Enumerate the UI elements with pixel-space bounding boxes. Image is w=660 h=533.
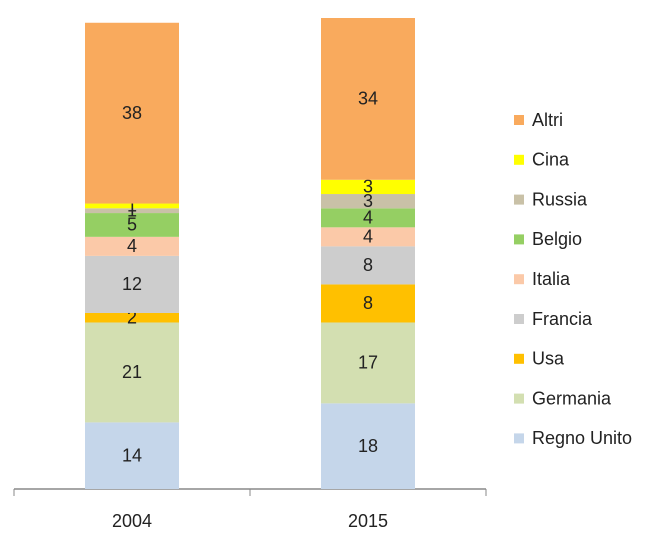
legend-label: Italia <box>532 269 571 289</box>
data-label: 17 <box>358 353 378 373</box>
legend-swatch <box>514 194 524 205</box>
legend-swatch <box>514 433 524 444</box>
data-label: 14 <box>122 445 142 465</box>
bar-segment <box>321 403 415 489</box>
legend-swatch <box>514 274 524 285</box>
data-label: 2 <box>127 307 137 327</box>
bar-segment <box>85 312 179 323</box>
legend-label: Cina <box>532 150 570 170</box>
data-label: 18 <box>358 436 378 456</box>
legend-label: Usa <box>532 349 565 369</box>
bar-segment <box>321 246 415 285</box>
data-label: 4 <box>363 227 373 247</box>
x-tick-label: 2015 <box>348 511 388 531</box>
bar-segment <box>321 208 415 228</box>
data-label: 3 <box>363 191 373 211</box>
data-label: 8 <box>363 255 373 275</box>
bar-segment <box>85 322 179 423</box>
data-label: 4 <box>127 236 137 256</box>
data-label: 1 <box>127 200 137 220</box>
legend-label: Altri <box>532 110 563 130</box>
legend-label: Belgio <box>532 229 582 249</box>
bar-segment <box>85 208 179 214</box>
legend-swatch <box>514 353 524 364</box>
data-label: 4 <box>363 208 373 228</box>
data-label: 38 <box>122 103 142 123</box>
data-label: 1 <box>127 196 137 216</box>
data-label: 34 <box>358 89 378 109</box>
legend-label: Germania <box>532 388 612 408</box>
bar-segment <box>321 194 415 209</box>
bar-segment <box>85 422 179 489</box>
bar-segment <box>321 179 415 195</box>
bar-segment <box>321 284 415 323</box>
bar-segment <box>85 22 179 204</box>
bar-segment <box>85 255 179 313</box>
legend-label: Francia <box>532 309 593 329</box>
legend-swatch <box>514 234 524 245</box>
bar-segment <box>85 213 179 237</box>
legend-label: Regno Unito <box>532 428 632 448</box>
data-label: 8 <box>363 293 373 313</box>
data-label: 12 <box>122 274 142 294</box>
x-tick-label: 2004 <box>112 511 152 531</box>
data-label: 5 <box>127 215 137 235</box>
bar-segment <box>321 18 415 180</box>
bar-segment <box>85 236 179 256</box>
legend-label: Russia <box>532 189 588 209</box>
bar-segment <box>321 322 415 404</box>
bar-segment <box>321 227 415 247</box>
legend-swatch <box>514 393 524 404</box>
legend-swatch <box>514 154 524 165</box>
legend-swatch <box>514 115 524 125</box>
data-label: 3 <box>363 177 373 197</box>
legend-swatch <box>514 314 524 324</box>
data-label: 21 <box>122 362 142 382</box>
bar-segment <box>85 203 179 209</box>
